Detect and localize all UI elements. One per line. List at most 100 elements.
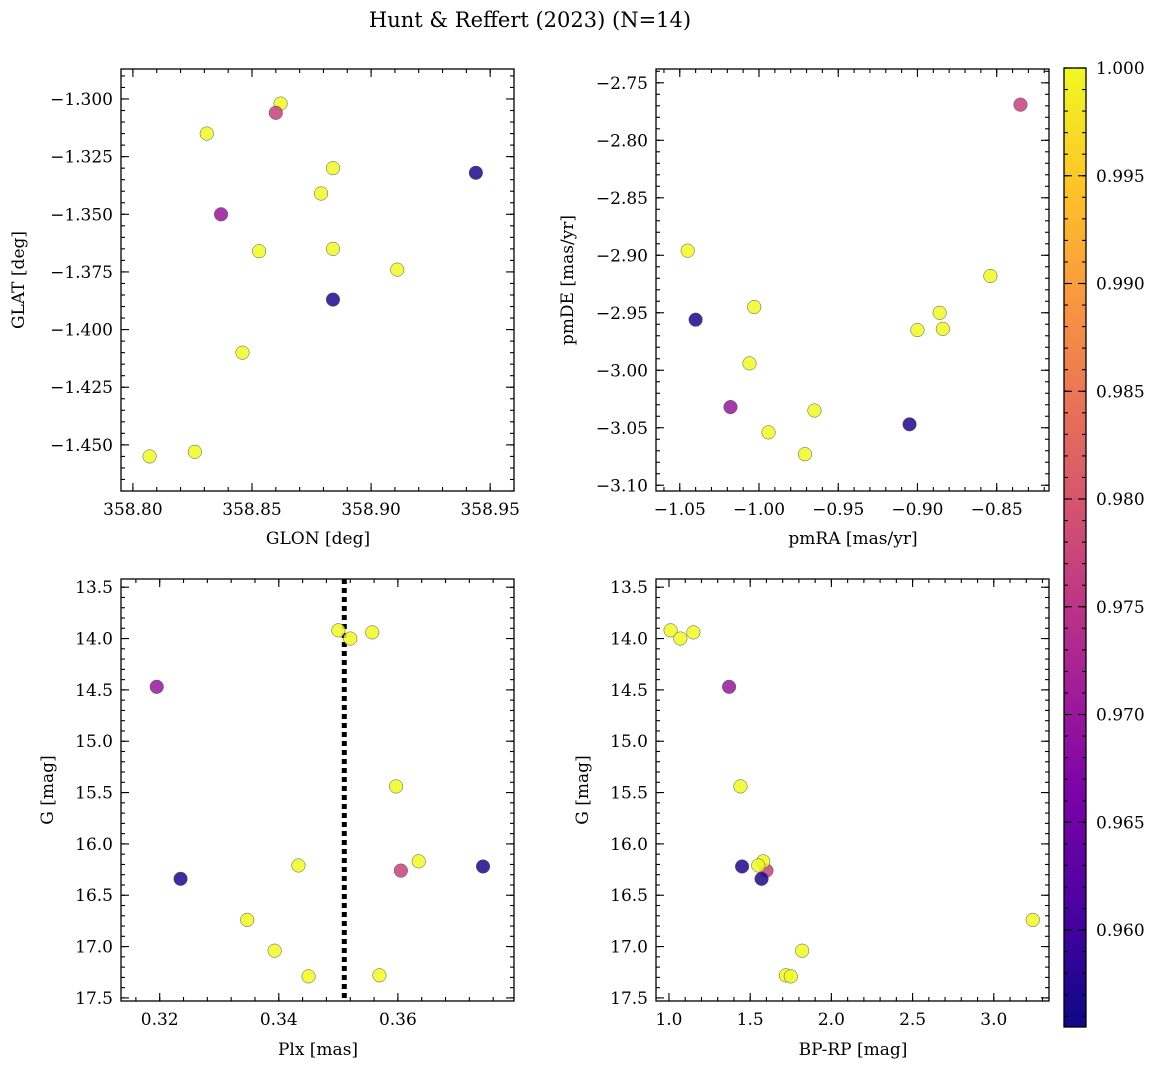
scatter-point bbox=[935, 321, 950, 336]
scatter-point bbox=[761, 425, 776, 440]
colorbar-tick-label: 0.990 bbox=[1096, 275, 1145, 295]
y-tick-label: −1.350 bbox=[50, 205, 113, 225]
scatter-point bbox=[325, 292, 341, 307]
panel-plx-g: Plx [mas] G [mag] 0.32 0.34 0.36 13.5 14.0 14… bbox=[38, 578, 515, 1060]
y-tick-label: 13.5 bbox=[75, 578, 113, 598]
y-tick-label: −1.400 bbox=[50, 321, 113, 341]
scatter-point bbox=[733, 779, 748, 794]
y-tick-label: −1.450 bbox=[50, 436, 113, 456]
x-tick-label: 3.0 bbox=[980, 1010, 1007, 1030]
colorbar-gradient bbox=[1064, 68, 1086, 1027]
scatter-point bbox=[910, 322, 925, 338]
scatter-point bbox=[390, 262, 405, 277]
y-tick-label: 16.5 bbox=[75, 886, 113, 906]
colorbar-frame bbox=[1063, 67, 1087, 1028]
scatter-point bbox=[267, 943, 282, 958]
y-tick-label: 17.5 bbox=[75, 989, 113, 1009]
scatter-point bbox=[795, 943, 810, 958]
x-tick-label: 0.32 bbox=[141, 1010, 179, 1030]
x-tick-label: −0.85 bbox=[971, 500, 1023, 520]
scatter-point bbox=[393, 863, 408, 878]
colorbar-tick-label: 0.975 bbox=[1096, 598, 1145, 618]
y-tick-label: 15.5 bbox=[610, 784, 648, 804]
y-tick-label: 15.0 bbox=[75, 732, 113, 752]
y-tick-label: −2.75 bbox=[596, 74, 648, 94]
scatter-point bbox=[291, 858, 306, 873]
y-tick-label: −3.00 bbox=[596, 361, 648, 381]
y-tick-label: 14.5 bbox=[75, 681, 113, 701]
scatter-point bbox=[673, 631, 688, 646]
scatter-point bbox=[325, 241, 341, 256]
y-tick-label: 13.5 bbox=[610, 578, 648, 598]
x-tick-label: 1.0 bbox=[655, 1010, 682, 1030]
axes-frame bbox=[120, 578, 515, 1002]
colorbar-tick-label: 1.000 bbox=[1096, 59, 1145, 79]
colorbar: 0.960 0.965 0.970 0.975 0.980 0.985 0.990 0.995… bbox=[1063, 59, 1145, 1028]
scatter-point bbox=[411, 854, 426, 869]
colorbar-tick-label: 0.985 bbox=[1096, 382, 1145, 402]
scatter-point bbox=[932, 305, 947, 320]
ylabel: GLAT [deg] bbox=[9, 231, 29, 329]
x-tick-label: 0.34 bbox=[260, 1010, 298, 1030]
y-tick-label: 17.5 bbox=[610, 989, 648, 1009]
scatter-point bbox=[187, 444, 202, 459]
scatter-point bbox=[343, 631, 358, 646]
y-tick-label: −1.425 bbox=[50, 378, 113, 398]
scatter-point bbox=[688, 312, 703, 327]
scatter-point bbox=[325, 161, 341, 176]
panel-glon-glat: GLON [deg] GLAT [deg] 358.80 358.85 358.90… bbox=[9, 68, 520, 549]
scatter-point bbox=[754, 871, 769, 886]
x-tick-label: 358.90 bbox=[341, 500, 400, 520]
xlabel: Plx [mas] bbox=[278, 1040, 358, 1060]
scatter-point bbox=[680, 243, 695, 258]
x-tick-label: −0.90 bbox=[891, 500, 943, 520]
scatter-point bbox=[797, 447, 813, 462]
y-tick-label: 14.0 bbox=[610, 630, 648, 650]
scatter-point bbox=[1013, 97, 1028, 112]
xlabel: pmRA [mas/yr] bbox=[788, 529, 917, 549]
scatter-point bbox=[240, 912, 255, 927]
ylabel: G [mag] bbox=[573, 755, 593, 824]
colorbar-tick-label: 0.980 bbox=[1096, 490, 1145, 510]
scatter-point bbox=[747, 299, 762, 315]
scatter-point bbox=[1025, 912, 1040, 927]
scatter-point bbox=[301, 969, 316, 984]
scatter-point bbox=[722, 679, 737, 694]
y-tick-label: 17.0 bbox=[75, 938, 113, 958]
scatter-point bbox=[468, 165, 483, 180]
y-tick-label: 16.0 bbox=[75, 835, 113, 855]
scatter-point bbox=[213, 207, 229, 222]
y-tick-label: −2.85 bbox=[596, 189, 648, 209]
scatter-point bbox=[807, 403, 822, 418]
y-tick-label: −1.325 bbox=[50, 148, 113, 168]
x-tick-label: 358.85 bbox=[222, 500, 281, 520]
scatter-point bbox=[235, 345, 250, 360]
scatter-point bbox=[686, 625, 701, 640]
axes-frame bbox=[120, 68, 515, 492]
x-tick-label: 358.80 bbox=[103, 500, 162, 520]
y-tick-label: 17.0 bbox=[610, 938, 648, 958]
scatter-point bbox=[783, 969, 798, 984]
x-tick-label: 2.5 bbox=[899, 1010, 926, 1030]
scatter-point bbox=[173, 871, 188, 886]
scatter-point bbox=[268, 105, 283, 120]
x-tick-label: −0.95 bbox=[812, 500, 864, 520]
x-tick-label: 0.36 bbox=[379, 1010, 417, 1030]
axes-frame bbox=[655, 578, 1050, 1002]
y-tick-label: 16.5 bbox=[610, 886, 648, 906]
y-tick-label: −1.375 bbox=[50, 263, 113, 283]
ylabel: G [mag] bbox=[38, 755, 58, 824]
y-tick-label: 15.0 bbox=[610, 732, 648, 752]
scatter-point bbox=[149, 679, 164, 694]
y-tick-label: 14.0 bbox=[75, 630, 113, 650]
scatter-point bbox=[365, 625, 380, 640]
scatter-point bbox=[372, 968, 387, 983]
y-tick-label: 15.5 bbox=[75, 784, 113, 804]
colorbar-tick-label: 0.965 bbox=[1096, 813, 1145, 833]
ylabel: pmDE [mas/yr] bbox=[558, 215, 578, 345]
x-tick-label: 1.5 bbox=[737, 1010, 764, 1030]
y-tick-label: 14.5 bbox=[610, 681, 648, 701]
colorbar-tick-label: 0.970 bbox=[1096, 706, 1145, 726]
colorbar-tick-label: 0.960 bbox=[1096, 921, 1145, 941]
y-tick-label: −2.90 bbox=[596, 246, 648, 266]
